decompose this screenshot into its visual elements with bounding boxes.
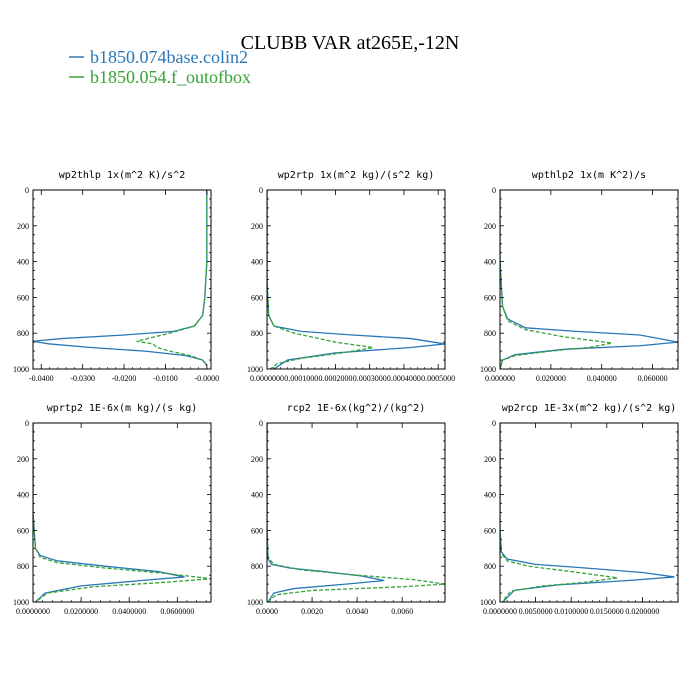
xtick-label-0-2: -0.0200 xyxy=(112,374,137,383)
legend-entry-1: b1850.054.f_outofbox xyxy=(90,67,251,87)
xtick-label-0-1: -0.0300 xyxy=(70,374,95,383)
xtick-label-0-3: -0.0100 xyxy=(153,374,178,383)
series-line-3-0 xyxy=(33,423,185,602)
ytick-label-4-0: 0 xyxy=(259,419,263,428)
ytick-label-1-1: 200 xyxy=(251,222,263,231)
panel-title-1: wp2rtp 1x(m^2 kg)/(s^2 kg) xyxy=(278,170,435,181)
ytick-label-2-4: 800 xyxy=(484,329,496,338)
xtick-label-4-2: 0.0040 xyxy=(346,607,368,616)
panel-title-5: wp2rcp 1E-3x(m^2 kg)/(s^2 kg) xyxy=(502,403,677,414)
ytick-label-5-3: 600 xyxy=(484,526,496,535)
panel-5: wp2rcp 1E-3x(m^2 kg)/(s^2 kg) 0 200 400 600 8… xyxy=(480,403,679,616)
ytick-label-4-4: 800 xyxy=(251,562,263,571)
ytick-label-3-2: 400 xyxy=(17,491,29,500)
xtick-label-3-3: 0.0600000 xyxy=(160,607,194,616)
panel-title-3: wprtp2 1E-6x(m kg)/(s kg) xyxy=(47,403,198,414)
ytick-label-1-4: 800 xyxy=(251,329,263,338)
ytick-label-2-5: 1000 xyxy=(480,365,496,374)
ytick-label-2-3: 600 xyxy=(484,293,496,302)
series-line-2-0 xyxy=(500,190,678,369)
panel-0: wp2thlp 1x(m^2 K)/s^202004006008001000-0… xyxy=(13,170,219,383)
panel-frame-1 xyxy=(266,189,446,370)
xtick-label-5-2: 0.0100000 xyxy=(554,607,588,616)
panel-frame-0 xyxy=(32,189,212,370)
ytick-label-3-5: 1000 xyxy=(13,598,29,607)
xtick-label-1-0: 0.0000000 xyxy=(250,374,284,383)
xtick-label-2-3: 0.060000 xyxy=(638,374,668,383)
xtick-label-5-4: 0.0200000 xyxy=(625,607,659,616)
xtick-label-4-1: 0.0020 xyxy=(301,607,323,616)
panel-frame-2 xyxy=(499,189,679,370)
xtick-label-2-1: 0.020000 xyxy=(536,374,566,383)
ytick-label-0-5: 1000 xyxy=(13,365,29,374)
ytick-label-1-0: 0 xyxy=(259,186,263,195)
panel-title-4: rcp2 1E-6x(kg^2)/(kg^2) xyxy=(287,403,425,414)
series-line-5-1 xyxy=(500,423,618,602)
ytick-label-5-2: 400 xyxy=(484,491,496,500)
xtick-label-5-0: 0.0000000 xyxy=(483,607,517,616)
xtick-label-1-4: 0.0004000 xyxy=(387,374,421,383)
xtick-label-3-1: 0.0200000 xyxy=(64,607,98,616)
ytick-label-3-4: 800 xyxy=(17,562,29,571)
xtick-label-0-4: -0.0000 xyxy=(195,374,220,383)
ytick-label-0-1: 200 xyxy=(17,222,29,231)
ytick-label-3-0: 0 xyxy=(25,419,29,428)
series-line-0-1 xyxy=(136,190,208,366)
ytick-label-5-5: 1000 xyxy=(480,598,496,607)
ytick-label-2-2: 400 xyxy=(484,258,496,267)
panel-4: rcp2 1E-6x(kg^2)/(kg^2) 0 200 400 600 800 1000… xyxy=(247,403,446,616)
xtick-label-4-3: 0.0060 xyxy=(391,607,413,616)
panel-title-0: wp2thlp 1x(m^2 K)/s^2 xyxy=(59,170,185,181)
ytick-label-0-2: 400 xyxy=(17,258,29,267)
ytick-label-5-4: 800 xyxy=(484,562,496,571)
series-line-4-1 xyxy=(267,423,445,602)
xtick-label-5-3: 0.0150000 xyxy=(590,607,624,616)
panel-title-2: wpthlp2 1x(m K^2)/s xyxy=(532,170,646,181)
series-line-3-1 xyxy=(33,423,211,602)
ytick-label-4-2: 400 xyxy=(251,491,263,500)
xtick-label-2-0: 0.000000 xyxy=(485,374,515,383)
panel-frame-3 xyxy=(32,422,212,603)
ytick-label-4-5: 1000 xyxy=(247,598,263,607)
series-line-1-0 xyxy=(267,190,445,369)
xtick-label-1-3: 0.0003000 xyxy=(353,374,387,383)
legend-entry-0: b1850.074base.colin2 xyxy=(90,47,248,67)
series-line-1-1 xyxy=(267,190,374,369)
xtick-label-1-2: 0.0002000 xyxy=(318,374,352,383)
ytick-label-5-0: 0 xyxy=(492,419,496,428)
figure-title: CLUBB VAR at265E,-12N xyxy=(241,32,460,54)
xtick-label-1-1: 0.0001000 xyxy=(284,374,318,383)
ytick-label-4-1: 200 xyxy=(251,455,263,464)
xtick-label-2-2: 0.040000 xyxy=(587,374,617,383)
ytick-label-1-5: 1000 xyxy=(247,365,263,374)
ytick-label-2-1: 200 xyxy=(484,222,496,231)
xtick-label-0-0: -0.0400 xyxy=(29,374,54,383)
ytick-label-0-3: 600 xyxy=(17,293,29,302)
series-line-5-0 xyxy=(500,423,675,602)
xtick-label-5-1: 0.0050000 xyxy=(519,607,553,616)
ytick-label-2-0: 0 xyxy=(492,186,496,195)
series-line-4-0 xyxy=(267,423,385,602)
panel-3: wprtp2 1E-6x(m kg)/(s kg) 0 200 400 600 800 10… xyxy=(13,403,212,616)
xtick-label-1-5: 0.0005000 xyxy=(421,374,455,383)
panel-1: wp2rtp 1x(m^2 kg)/(s^2 kg) 0 200 400 600 800 1… xyxy=(247,170,455,383)
xtick-label-3-2: 0.0400000 xyxy=(112,607,146,616)
xtick-label-3-0: 0.0000000 xyxy=(16,607,50,616)
xtick-label-4-0: 0.0000 xyxy=(256,607,278,616)
ytick-label-1-2: 400 xyxy=(251,258,263,267)
series-line-0-0 xyxy=(33,190,208,366)
ytick-label-3-3: 600 xyxy=(17,526,29,535)
ytick-label-5-1: 200 xyxy=(484,455,496,464)
panel-frame-5 xyxy=(499,422,679,603)
ytick-label-4-3: 600 xyxy=(251,526,263,535)
ytick-label-0-0: 0 xyxy=(25,186,29,195)
ytick-label-3-1: 200 xyxy=(17,455,29,464)
series-line-2-1 xyxy=(500,190,613,369)
ytick-label-1-3: 600 xyxy=(251,293,263,302)
panels: wp2thlp 1x(m^2 K)/s^202004006008001000-0… xyxy=(13,170,679,616)
panel-2: wpthlp2 1x(m K^2)/s 0 200 400 600 800 10000.00… xyxy=(480,170,679,383)
ytick-label-0-4: 800 xyxy=(17,329,29,338)
